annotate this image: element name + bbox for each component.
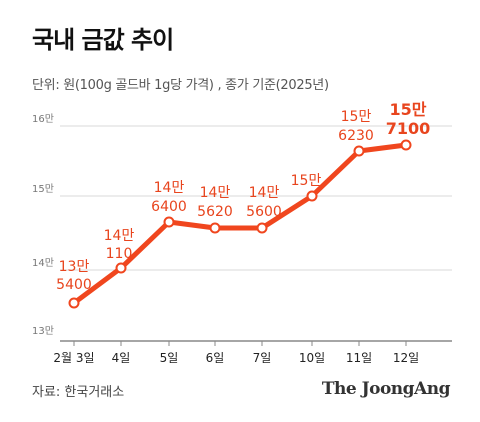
y-tick-label: 16만 <box>32 113 54 125</box>
data-point <box>256 222 268 234</box>
data-label-bottom: 5400 <box>56 277 92 293</box>
data-label-bottom: 6230 <box>338 128 374 144</box>
source-note: 자료: 한국거래소 <box>32 385 125 400</box>
data-label-top: 13만 <box>59 259 90 275</box>
x-tick-label: 6일 <box>206 351 225 365</box>
x-tick-label: 2월 3일 <box>53 351 94 365</box>
data-label-bottom: 5620 <box>197 204 233 220</box>
data-label-bottom: 7100 <box>386 119 431 138</box>
data-label-top: 15만 <box>390 100 427 119</box>
data-point <box>115 262 127 274</box>
data-label-bottom: 5600 <box>246 204 282 220</box>
x-tick-label: 4일 <box>112 351 131 365</box>
data-point <box>306 190 318 202</box>
y-axis-ticks: 13만 14만 15만 16만 <box>32 113 54 337</box>
data-label-bottom: 6400 <box>151 199 187 215</box>
data-label-top: 14만 <box>154 180 185 196</box>
chart-title: 국내 금값 추이 <box>32 26 174 54</box>
x-tick-label: 5일 <box>160 351 179 365</box>
data-label-top: 15만 <box>341 109 372 125</box>
data-points <box>68 139 412 309</box>
data-point <box>209 222 221 234</box>
data-point <box>400 139 412 151</box>
publisher-logo: The JoongAng <box>321 379 451 399</box>
data-point <box>353 145 365 157</box>
unit-note: 단위: 원(100g 골드바 1g당 가격) , 종가 기준(2025년) <box>32 78 329 93</box>
x-tick-label: 12일 <box>393 351 419 365</box>
data-label-bottom: 110 <box>106 246 133 262</box>
x-tick-label: 7일 <box>253 351 272 365</box>
x-tick-label: 11일 <box>346 351 372 365</box>
x-tick-label: 10일 <box>299 351 325 365</box>
data-labels: 13만 5400 14만 110 14만 6400 14만 5620 14만 5600 15만 15만… <box>56 100 430 293</box>
y-tick-label: 15만 <box>32 183 54 195</box>
data-label-top: 14만 <box>200 185 231 201</box>
data-label-top: 14만 <box>249 185 280 201</box>
data-label: 15만 <box>291 173 322 189</box>
data-label-top: 14만 <box>104 228 135 244</box>
y-tick-label: 13만 <box>32 325 54 337</box>
series-line <box>71 142 409 306</box>
data-point <box>163 216 175 228</box>
y-tick-label: 14만 <box>32 257 54 269</box>
series-line-path <box>71 142 409 306</box>
data-point <box>68 297 80 309</box>
x-axis: 2월 3일 4일 5일 6일 7일 10일 11일 12일 <box>53 340 452 365</box>
